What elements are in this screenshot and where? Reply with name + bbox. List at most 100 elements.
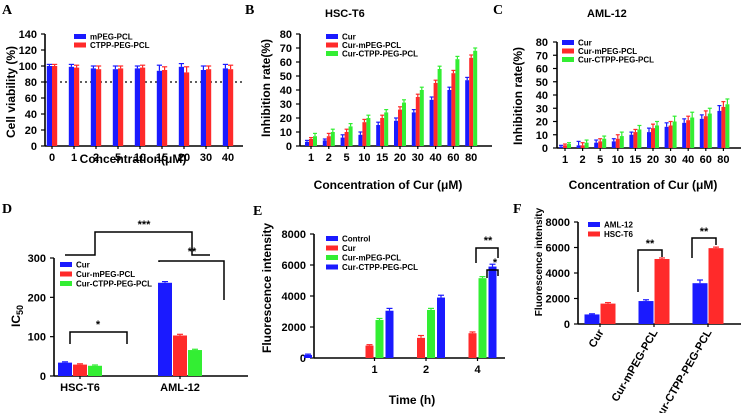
pa-bar bbox=[96, 69, 102, 146]
pc-xtick-label: 10 bbox=[612, 154, 624, 166]
pe-legend-swatch bbox=[326, 255, 338, 260]
pd-legend-swatch bbox=[60, 271, 72, 277]
pb-bar bbox=[415, 97, 420, 146]
panel-letter-f: F bbox=[513, 202, 522, 217]
pe-bar bbox=[304, 354, 312, 358]
pa-xtick-label: 30 bbox=[200, 152, 212, 164]
pc-xtick-label: 1 bbox=[562, 154, 568, 166]
pd-sig-bracket-hsc bbox=[69, 331, 128, 344]
pe-bar bbox=[468, 333, 477, 358]
pe-xtick-label: 2 bbox=[423, 364, 429, 376]
pb-legend-label: Cur-CTPP-PEG-PCL bbox=[342, 50, 418, 59]
pb-bar bbox=[313, 136, 317, 146]
pa-bar bbox=[140, 67, 146, 146]
pb-ytick-label: 50 bbox=[280, 71, 292, 83]
panel-d-ylabel: IC50 bbox=[9, 305, 25, 327]
pb-xtick-label: 30 bbox=[412, 152, 424, 164]
panel-e-ylabel: Fluorescence intensity bbox=[260, 223, 274, 353]
pb-bar bbox=[348, 126, 353, 146]
pd-bar bbox=[88, 365, 102, 376]
pb-bar bbox=[447, 90, 452, 146]
pc-ytick-label: 60 bbox=[536, 64, 548, 76]
pf-sig-label: ** bbox=[700, 226, 709, 238]
pd-bar bbox=[173, 335, 187, 376]
pc-xtick-label: 40 bbox=[682, 154, 694, 166]
pc-xtick-label: 20 bbox=[647, 154, 659, 166]
pa-bar bbox=[68, 66, 74, 146]
pc-bar bbox=[651, 128, 655, 148]
pc-bar bbox=[559, 146, 563, 148]
pf-legend-label: AML-12 bbox=[604, 221, 633, 230]
pa-xtick-label: 20 bbox=[178, 152, 190, 164]
pf-sig-bracket-1 bbox=[637, 249, 663, 292]
pe-bar bbox=[427, 309, 435, 358]
pc-legend-swatch bbox=[562, 57, 574, 62]
pa-bar bbox=[52, 66, 58, 146]
panel-letter-b: B bbox=[245, 3, 254, 18]
pb-ytick-label: 70 bbox=[280, 43, 292, 55]
pa-legend-label: mPEG-PCL bbox=[90, 33, 133, 42]
pc-ytick-label: 70 bbox=[536, 50, 548, 62]
pb-bar bbox=[380, 118, 385, 146]
pc-bar bbox=[647, 132, 651, 148]
pa-bar bbox=[178, 66, 184, 146]
pa-xtick-label: 10 bbox=[134, 152, 146, 164]
pd-sig-label: *** bbox=[138, 219, 152, 231]
pc-ytick-label: 80 bbox=[536, 37, 548, 49]
pd-legend-swatch bbox=[60, 262, 72, 267]
pc-bar bbox=[725, 104, 730, 148]
pf-sig-bracket-2 bbox=[691, 237, 717, 258]
pe-bar bbox=[365, 345, 374, 358]
pb-bar bbox=[322, 140, 327, 146]
pd-sig-label: * bbox=[96, 319, 101, 331]
pa-bar bbox=[200, 70, 206, 146]
pb-ytick-label: 20 bbox=[280, 113, 292, 125]
pf-sig-label: ** bbox=[646, 238, 655, 250]
pf-bar bbox=[584, 314, 600, 324]
pa-bar bbox=[184, 72, 190, 146]
pb-xtick-label: 10 bbox=[358, 152, 370, 164]
panel-e-xlabel: Time (h) bbox=[389, 393, 435, 407]
pc-bar bbox=[567, 144, 571, 148]
pc-bar bbox=[690, 117, 695, 148]
pb-xtick-label: 20 bbox=[394, 152, 406, 164]
pe-sig-label: ** bbox=[484, 235, 493, 247]
pa-bar bbox=[162, 70, 168, 146]
pb-bar bbox=[376, 125, 381, 146]
pa-bar bbox=[222, 68, 228, 146]
pa-bar bbox=[112, 69, 118, 146]
pa-bar bbox=[134, 68, 140, 146]
pf-ytick-label: 2000 bbox=[546, 294, 570, 306]
pb-xtick-label: 5 bbox=[344, 152, 350, 164]
pb-bar bbox=[451, 73, 456, 146]
pe-xtick-label: 4 bbox=[474, 364, 481, 376]
pc-bar bbox=[664, 126, 669, 148]
pc-bar bbox=[703, 116, 708, 148]
pb-xtick-label: 80 bbox=[465, 152, 477, 164]
pc-bar bbox=[717, 110, 722, 148]
pc-bar bbox=[576, 145, 581, 148]
pc-legend-swatch bbox=[562, 40, 574, 45]
pc-bar bbox=[629, 134, 634, 148]
pf-ytick-label: 6000 bbox=[546, 243, 570, 255]
pe-ytick-label: 0 bbox=[300, 353, 306, 365]
pa-ytick-label: 0 bbox=[31, 141, 37, 153]
pd-bar bbox=[158, 282, 172, 376]
pf-bar bbox=[638, 301, 654, 324]
pd-legend-swatch bbox=[60, 281, 72, 286]
pf-bar bbox=[600, 303, 616, 324]
pc-bar bbox=[707, 113, 712, 148]
pb-bar bbox=[340, 137, 345, 146]
pb-xtick-label: 15 bbox=[376, 152, 388, 164]
pd-ytick-label: 200 bbox=[28, 292, 46, 304]
pb-legend-label: Cur-mPEG-PCL bbox=[342, 41, 401, 50]
pa-xtick-label: 0 bbox=[49, 152, 55, 164]
pa-xtick-label: 1 bbox=[71, 152, 77, 164]
pb-xtick-label: 2 bbox=[326, 152, 332, 164]
panel-letter-c: C bbox=[493, 3, 503, 18]
pc-legend-swatch bbox=[562, 48, 574, 54]
pc-ytick-label: 10 bbox=[536, 130, 548, 142]
pa-bar bbox=[118, 68, 124, 146]
pa-bar bbox=[46, 66, 52, 146]
panel-letter-e: E bbox=[253, 204, 262, 219]
